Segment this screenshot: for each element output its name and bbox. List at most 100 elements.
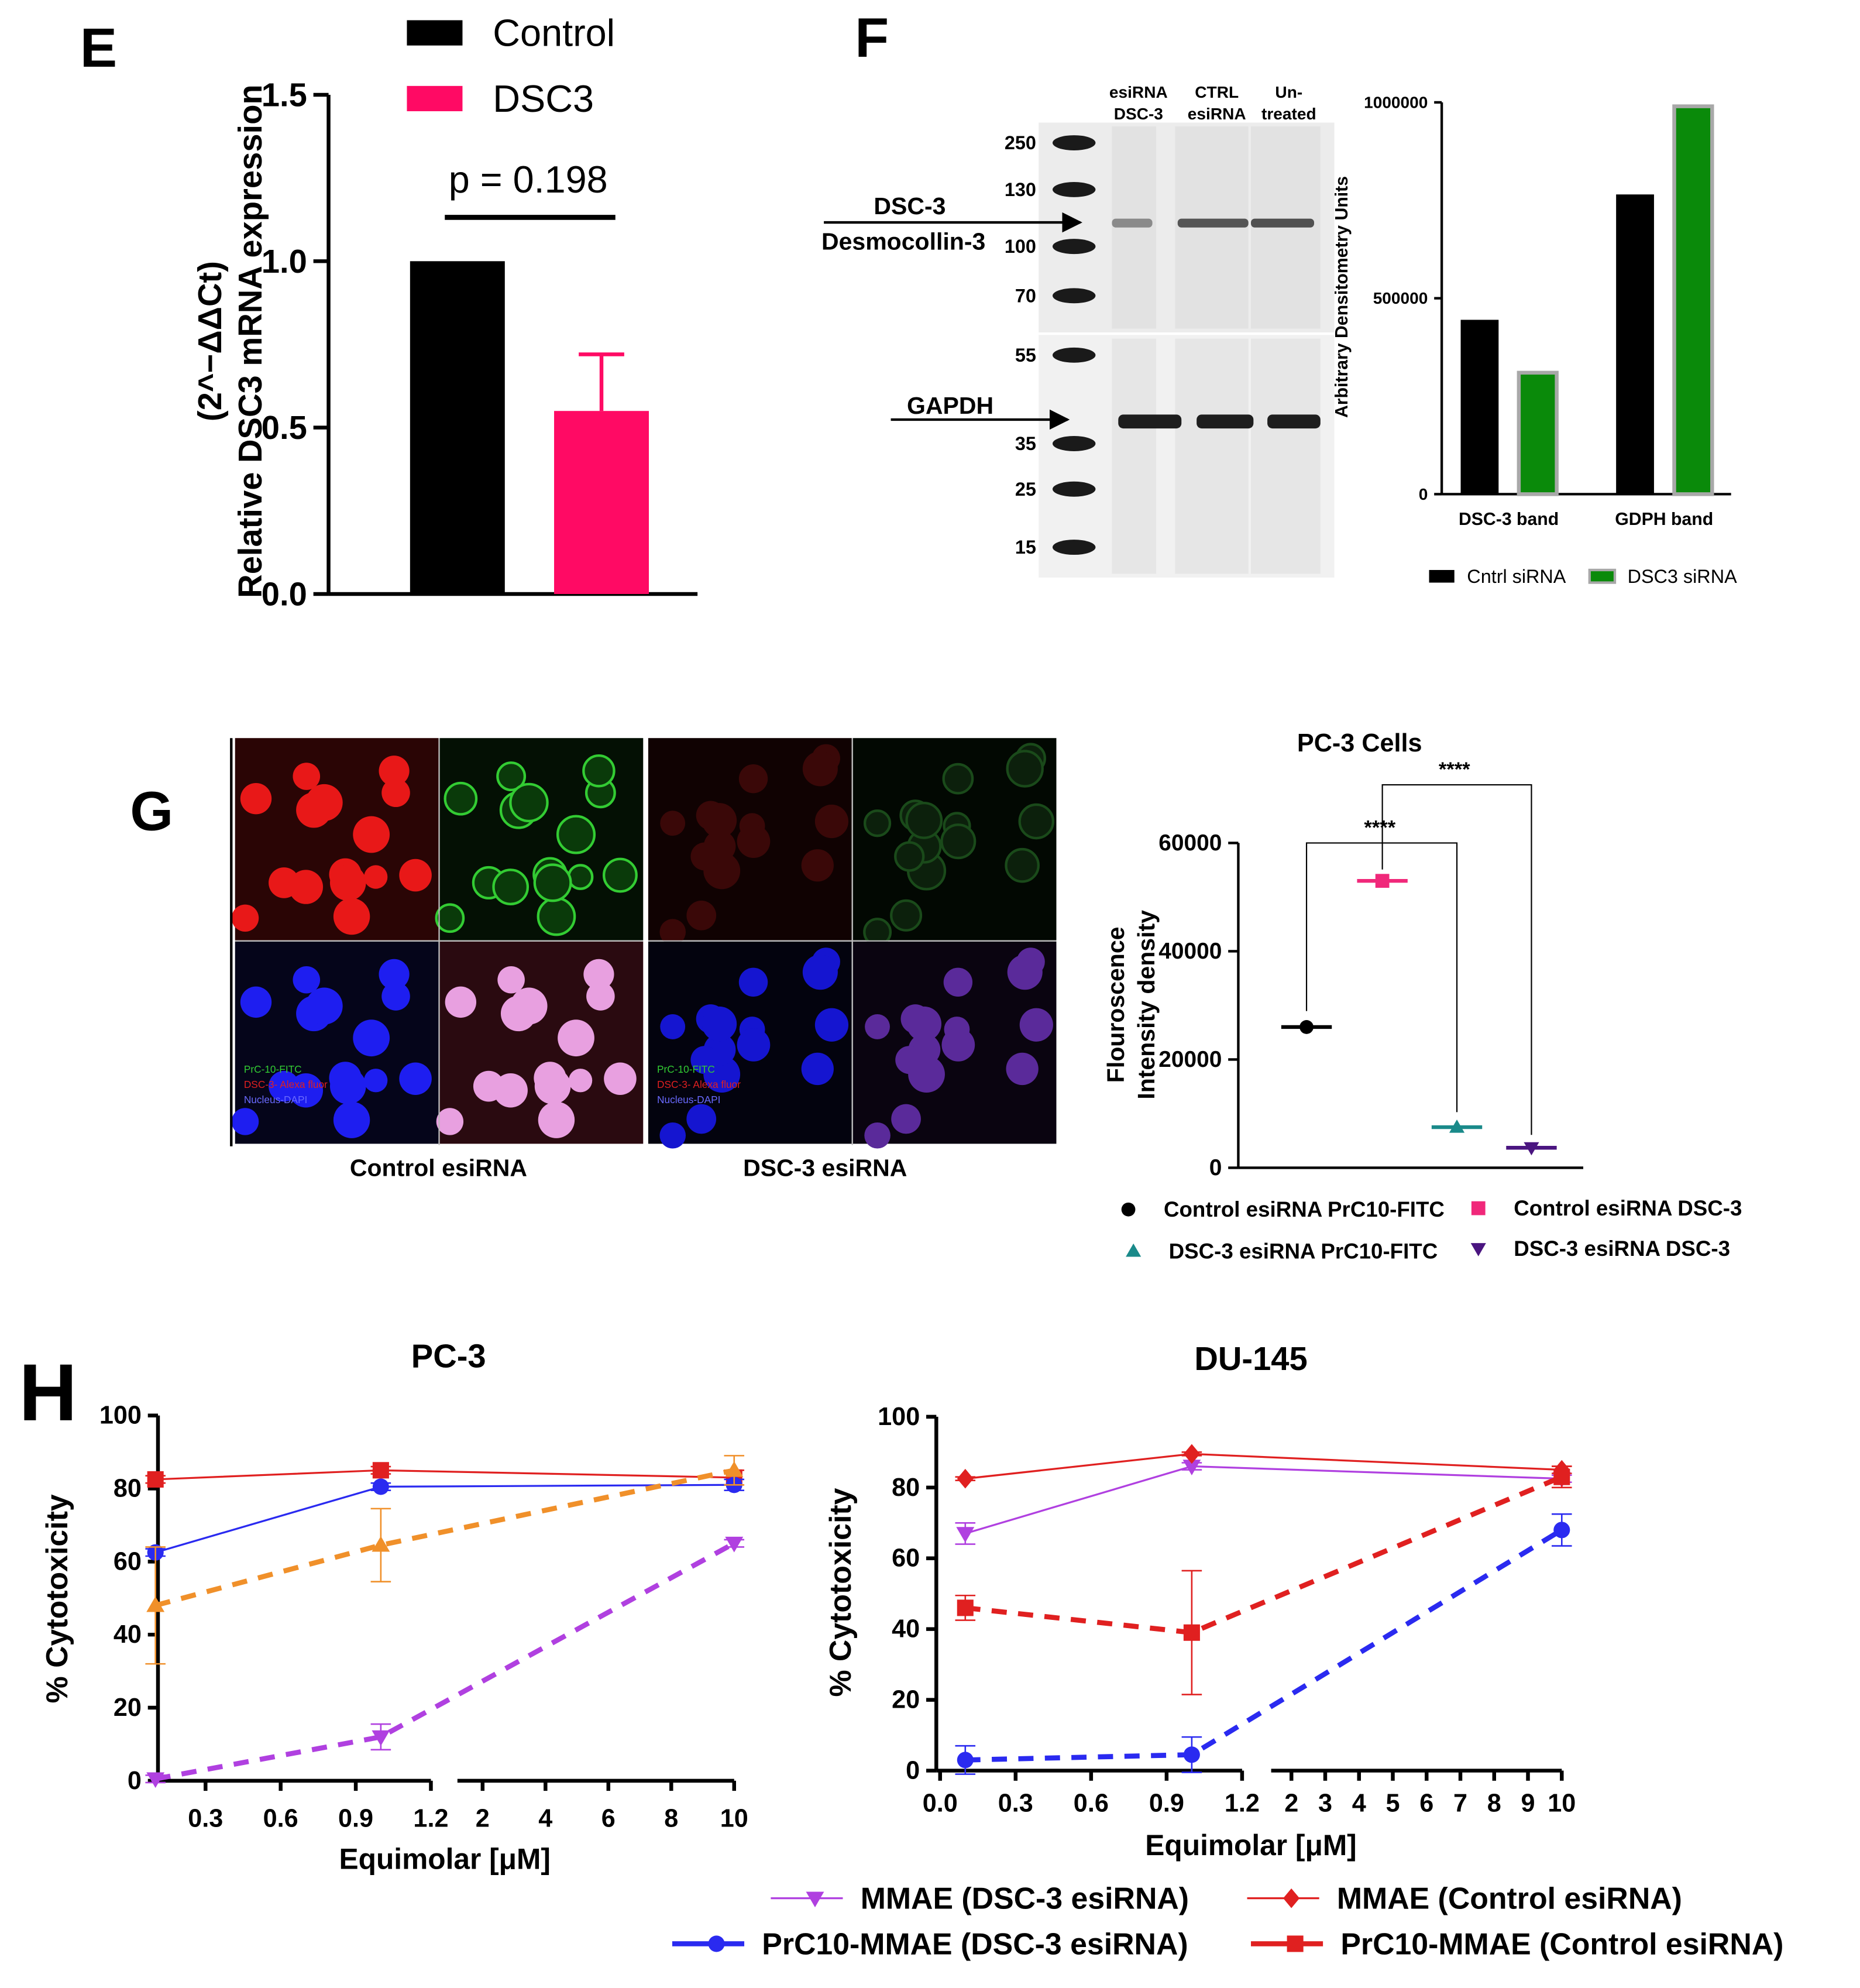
cell xyxy=(533,863,572,902)
cell xyxy=(305,987,343,1025)
legend-swatch xyxy=(1588,568,1617,584)
x-tick-label: 9 xyxy=(1521,1790,1535,1818)
target-label: Desmocollin-3 xyxy=(821,228,985,255)
cell xyxy=(1006,750,1044,788)
cell xyxy=(941,1028,975,1062)
significance-stars: **** xyxy=(1364,817,1395,839)
data-point xyxy=(725,1536,744,1553)
cell xyxy=(1018,803,1055,840)
y-tick-label: 1000000 xyxy=(1364,93,1428,111)
target-label: DSC-3 xyxy=(874,193,946,219)
legend-marker xyxy=(1121,1202,1136,1217)
cell xyxy=(556,815,596,854)
y-axis-label: % Cytotoxicity xyxy=(823,1488,857,1697)
y-axis-label: Flouroscence xyxy=(1102,927,1129,1083)
x-tick-label: 8 xyxy=(1487,1790,1501,1818)
data-point xyxy=(1524,1142,1539,1156)
cell xyxy=(738,764,768,794)
cell xyxy=(353,1019,390,1057)
panel-letter: G xyxy=(130,780,173,842)
significance-stars: **** xyxy=(1439,758,1470,781)
data-point xyxy=(957,1599,974,1616)
cell xyxy=(702,1006,737,1042)
cell xyxy=(364,865,388,889)
cell xyxy=(864,1122,891,1149)
cell xyxy=(240,782,272,815)
cell xyxy=(399,1062,432,1096)
lane-shade xyxy=(1112,338,1157,574)
y-axis-label: Relative DSC3 mRNA expression xyxy=(232,84,269,598)
y-tick-label: 100 xyxy=(99,1402,142,1430)
y-tick-label: 20 xyxy=(114,1694,142,1722)
data-point xyxy=(372,1536,390,1552)
band xyxy=(1112,218,1153,228)
cell xyxy=(240,986,272,1018)
x-tick-label: GDPH band xyxy=(1615,510,1713,529)
cell xyxy=(496,761,527,792)
cell xyxy=(492,868,530,905)
y-axis-label: Intensity density xyxy=(1133,910,1160,1100)
y-tick-label: 0 xyxy=(128,1767,142,1795)
y-tick-label: 0 xyxy=(1419,485,1428,503)
y-tick-label: 60000 xyxy=(1158,830,1222,856)
legend-marker xyxy=(1471,1201,1486,1216)
legend-label: Control esiRNA DSC-3 xyxy=(1514,1196,1742,1220)
cell xyxy=(534,1068,571,1104)
y-axis-label: % Cytotoxicity xyxy=(40,1494,74,1703)
x-tick-label: 6 xyxy=(601,1805,616,1833)
data-point xyxy=(1183,1746,1200,1763)
cell xyxy=(814,1008,849,1042)
cell xyxy=(943,967,973,997)
cell xyxy=(660,811,686,836)
cell xyxy=(329,864,366,901)
x-tick-label: 0.6 xyxy=(1074,1790,1109,1818)
x-tick-label: 4 xyxy=(1352,1790,1366,1818)
y-tick-label: 20 xyxy=(892,1686,920,1714)
significance-bracket xyxy=(1381,784,1532,1135)
y-tick-label: 40 xyxy=(114,1620,142,1649)
cell xyxy=(582,754,616,788)
cell xyxy=(604,1062,637,1096)
cell xyxy=(288,1073,324,1108)
cell xyxy=(537,897,576,936)
cell xyxy=(231,1108,259,1135)
cell xyxy=(333,1101,370,1138)
panel-letter: E xyxy=(80,17,117,79)
y-tick-label: 100 xyxy=(878,1403,920,1431)
data-point xyxy=(1553,1522,1570,1539)
data-point xyxy=(1182,1460,1201,1475)
cell xyxy=(660,1014,686,1039)
y-tick-label: 0 xyxy=(906,1757,920,1785)
x-tick-label: 0.6 xyxy=(263,1805,298,1833)
legend-swatch xyxy=(407,20,463,46)
legend-label: MMAE (Control esiRNA) xyxy=(1337,1881,1682,1915)
stain-legend: DSC-3- Alexa fluor xyxy=(244,1079,328,1090)
cell xyxy=(586,982,615,1011)
legend-label: PrC10-MMAE (Control esiRNA) xyxy=(1340,1927,1783,1960)
marker-label: 250 xyxy=(1005,132,1036,153)
x-tick-label: 1.2 xyxy=(413,1805,448,1833)
ladder-band xyxy=(1052,239,1096,255)
data-point xyxy=(146,1596,165,1612)
cell xyxy=(381,982,410,1011)
bar xyxy=(1460,320,1499,495)
cell xyxy=(379,756,410,787)
cell xyxy=(1006,1052,1039,1086)
legend-label: DSC3 xyxy=(493,77,594,120)
cell xyxy=(288,870,324,904)
y-tick-label: 60 xyxy=(892,1544,920,1572)
chart-title: PC-3 xyxy=(411,1338,486,1375)
cell xyxy=(1019,1008,1053,1042)
ladder-band xyxy=(1052,540,1096,555)
legend-marker xyxy=(1287,1935,1304,1952)
lane-label: esiRNA xyxy=(1188,105,1246,123)
cell xyxy=(801,849,834,882)
lane-label: CTRL xyxy=(1195,83,1239,101)
stain-legend: Nucleus-DAPI xyxy=(657,1094,720,1105)
y-tick-label: 60 xyxy=(114,1547,142,1575)
cell xyxy=(443,781,478,816)
data-point xyxy=(957,1752,974,1769)
bar xyxy=(410,261,505,594)
x-tick-label: DSC-3 band xyxy=(1459,510,1559,529)
cell xyxy=(801,1052,834,1086)
